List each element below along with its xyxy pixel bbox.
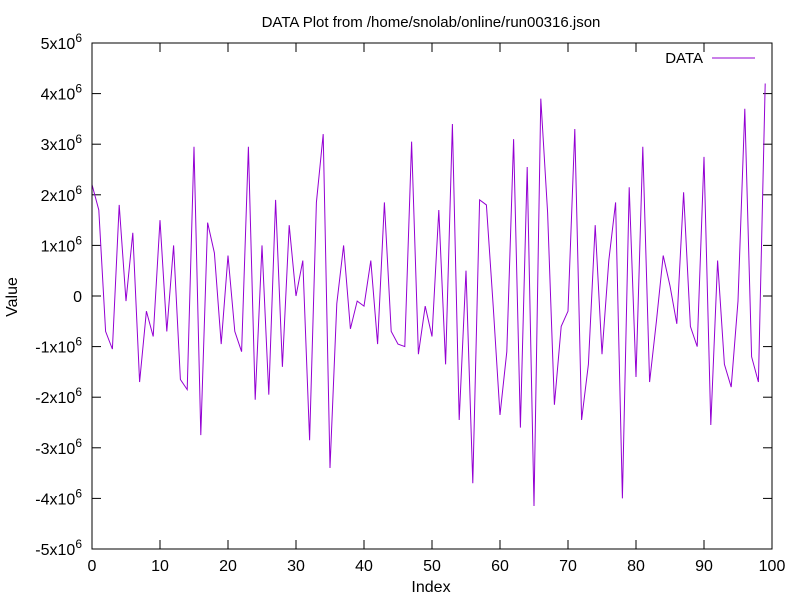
legend-label-data: DATA xyxy=(665,50,703,67)
series-layer xyxy=(91,83,766,507)
x-tick-label: 40 xyxy=(355,558,373,575)
x-tick-label: 20 xyxy=(219,558,237,575)
plot-frame xyxy=(91,42,773,550)
ticks-layer: 0 10 20 30 40 50 60 70 80 90 100 -5x106 -4x106 -3x106… xyxy=(35,31,785,575)
y-tick-label: -1x106 xyxy=(35,335,82,357)
x-tick-label: 100 xyxy=(759,558,786,575)
y-tick-label: 4x106 xyxy=(41,82,83,104)
x-tick-label: 70 xyxy=(559,558,577,575)
x-tick-label: 0 xyxy=(88,558,97,575)
y-axis-title: Value xyxy=(4,277,21,317)
y-tick-label: -4x106 xyxy=(35,486,82,508)
x-tick-label: 60 xyxy=(491,558,509,575)
x-tick-label: 10 xyxy=(151,558,169,575)
chart-title: DATA Plot from /home/snolab/online/run00… xyxy=(262,14,601,31)
series-line-data xyxy=(91,83,766,507)
x-tick-label: 30 xyxy=(287,558,305,575)
y-tick-label: 2x106 xyxy=(41,183,83,205)
y-tick-label: 0 xyxy=(73,289,82,306)
y-tick-label: 5x106 xyxy=(41,31,83,53)
y-tick-label: -2x106 xyxy=(35,385,82,407)
y-tick-label: -3x106 xyxy=(35,436,82,458)
x-tick-label: 80 xyxy=(627,558,645,575)
y-tick-label: 1x106 xyxy=(41,233,83,255)
y-tick-label: 3x106 xyxy=(41,132,83,154)
x-axis-title: Index xyxy=(411,579,450,596)
legend: DATA xyxy=(665,50,755,67)
y-tick-label: -5x106 xyxy=(35,537,82,559)
x-tick-label: 90 xyxy=(695,558,713,575)
x-tick-label: 50 xyxy=(423,558,441,575)
